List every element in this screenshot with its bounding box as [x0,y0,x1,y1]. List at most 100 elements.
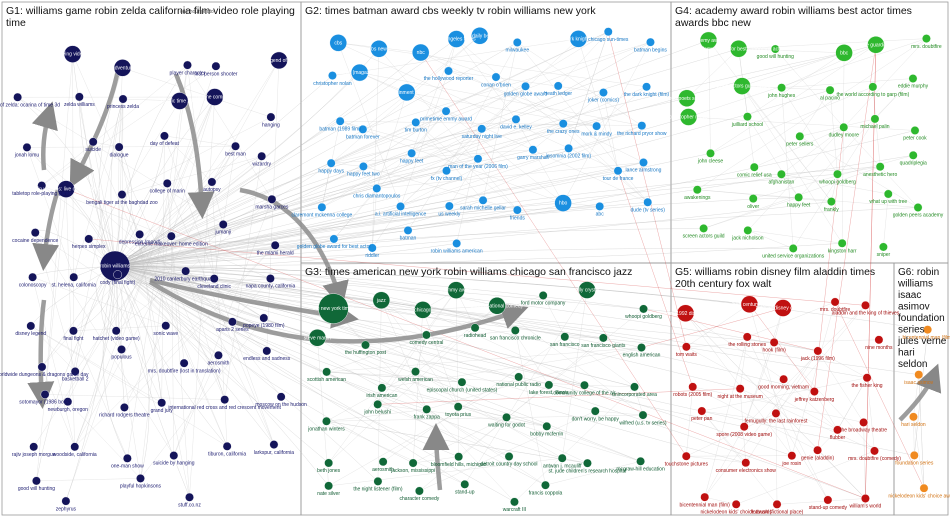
node-grammy-award[interactable] [447,281,465,299]
node-day-of-defeat[interactable] [160,131,169,141]
node-foundation-series[interactable] [909,450,919,460]
node-dialogue[interactable] [114,142,124,152]
node-abc[interactable] [595,202,605,211]
node-mrs-doubtfire-comedy[interactable] [870,446,879,456]
node-garry-marshall[interactable] [528,145,538,155]
node-jeffrey-katzenberg[interactable] [809,387,819,396]
node-chris-diamantopoulos[interactable] [372,184,382,193]
node-populous[interactable] [117,345,126,354]
node-peter-pan[interactable] [697,406,707,416]
node-the-daily-beast[interactable] [471,27,489,45]
node-cbs[interactable] [329,34,347,52]
node-cody-final-fight[interactable] [113,270,123,280]
node-don-t-worry-be-happy[interactable] [590,406,600,416]
node-wilfred-u-s-tv-series[interactable] [638,410,648,420]
node-colonoscopy[interactable] [28,272,38,282]
node-stuff-co-nz[interactable] [185,492,194,502]
node-player-character[interactable] [183,60,192,70]
node-bicentennial-man-film[interactable] [923,325,933,335]
node-kingston-harr[interactable] [837,238,847,248]
node-screen-actors-guild-award[interactable] [733,77,751,95]
node-happy-feet-two[interactable] [359,162,368,171]
node-dudley-moore[interactable] [839,122,849,132]
node-heath-ledger[interactable] [553,81,563,91]
node-san-francisco-chronicle[interactable] [510,326,520,335]
node-the-broadway-theatre[interactable] [859,418,868,427]
node-action-adventure-game[interactable] [113,59,132,77]
node-joe-rosin[interactable] [787,451,797,461]
node-jack-1996-film[interactable] [813,346,823,356]
node-autopsy[interactable] [207,177,217,187]
node-happy-feet[interactable] [407,148,417,158]
node-st-jude-children-s-research-hospital[interactable] [583,458,592,468]
node-role-playing-video-game[interactable] [63,45,82,63]
node-whoopi-goldberg[interactable] [833,169,842,179]
node-whoopi-goldberg[interactable] [639,304,648,314]
node-conan-o-brien[interactable] [491,72,501,82]
node-community-college-of-the-air[interactable] [580,380,589,390]
node-time-magazine[interactable] [350,63,369,82]
node-golden-globe-award[interactable] [521,81,530,91]
node-tour-de-france[interactable] [613,166,623,176]
node-cocaine-dependence[interactable] [30,228,40,238]
node-one-man-show[interactable] [122,453,132,463]
node-the-legend-of-zelda-ocarina-of-time-3d[interactable] [13,92,23,102]
node-aerosmith[interactable] [214,350,223,360]
node-antwan-j-mcauliff[interactable] [557,453,567,463]
node-bbc[interactable] [835,44,853,62]
node-nickelodeon-kids-choice-awards[interactable] [919,483,929,493]
node-stand-up[interactable] [460,479,470,489]
node-wizardry[interactable] [257,151,267,161]
node-richard-rodgers-theatre[interactable] [120,403,129,412]
node-good-will-hunting[interactable] [770,44,780,54]
node-st-helena-california[interactable] [69,272,79,282]
node-al-pacino[interactable] [825,85,835,95]
node-john-cleese[interactable] [706,148,715,158]
node-the-hollywood-reporter[interactable] [444,66,453,76]
node-the-new-york-times[interactable] [318,293,349,324]
node-sniper[interactable] [879,242,888,252]
node-riddler[interactable] [367,243,377,253]
node-a-i-artificial-intelligence[interactable] [396,202,405,211]
node-stand-up-comedy[interactable] [823,495,833,505]
node-nate-silver[interactable] [324,481,334,491]
node-mrs-doubtfire[interactable] [830,297,840,307]
node-jonah-lomu[interactable] [22,142,32,152]
node-tom-waits[interactable] [681,342,691,352]
node-episcopal-church-united-states[interactable] [457,377,467,387]
node-popeye-1980-film[interactable] [259,313,269,323]
node-dude-tv-series[interactable] [643,197,653,207]
node-good-will-hunting[interactable] [32,476,41,486]
node-suicide-by-hanging[interactable] [169,451,179,460]
node-mcgraw-hill-education[interactable] [636,456,645,466]
node-princess-zelda[interactable] [118,94,128,104]
node-happy-feet[interactable] [794,192,804,202]
node-warcraft-iii[interactable] [510,497,519,507]
node-the-crazy-ones[interactable] [558,119,568,129]
node-the-dark-knight-rises[interactable] [569,30,588,48]
node-sarah-michelle-gellar[interactable] [478,195,488,205]
node-anesthetic-hero[interactable] [875,162,885,172]
node-san-francisco[interactable] [560,332,570,342]
node-happy-days[interactable] [326,158,336,168]
node-comic-relief-usa[interactable] [749,162,759,172]
node-frankly[interactable] [826,197,836,206]
node-hari-seldon[interactable] [909,412,918,422]
node-bloomfield-hills-michigan[interactable] [454,452,464,462]
node-claremont-mckenna-college[interactable] [317,202,327,212]
node-juilliard-school[interactable] [743,112,752,122]
node-endless-and-sadness[interactable] [262,346,272,356]
node-the-guardian[interactable] [867,36,885,54]
node-primetime-emmy-award[interactable] [441,106,451,116]
node-welsh-american[interactable] [411,367,420,377]
node-chicago-sun-times[interactable] [603,27,613,37]
node-robin-williams-live-on-broadway[interactable] [57,180,75,198]
node-robin-williams-american[interactable] [452,239,462,248]
node-night-at-the-museum[interactable] [735,384,745,394]
node-tabletop-role-playing-game[interactable] [37,181,47,190]
node-english-american[interactable] [637,343,646,352]
node-nine-months[interactable] [874,335,884,345]
node-robin-williams[interactable] [99,250,131,282]
node-napa-county-california[interactable] [266,274,275,283]
node-zephyrus[interactable] [61,496,71,506]
